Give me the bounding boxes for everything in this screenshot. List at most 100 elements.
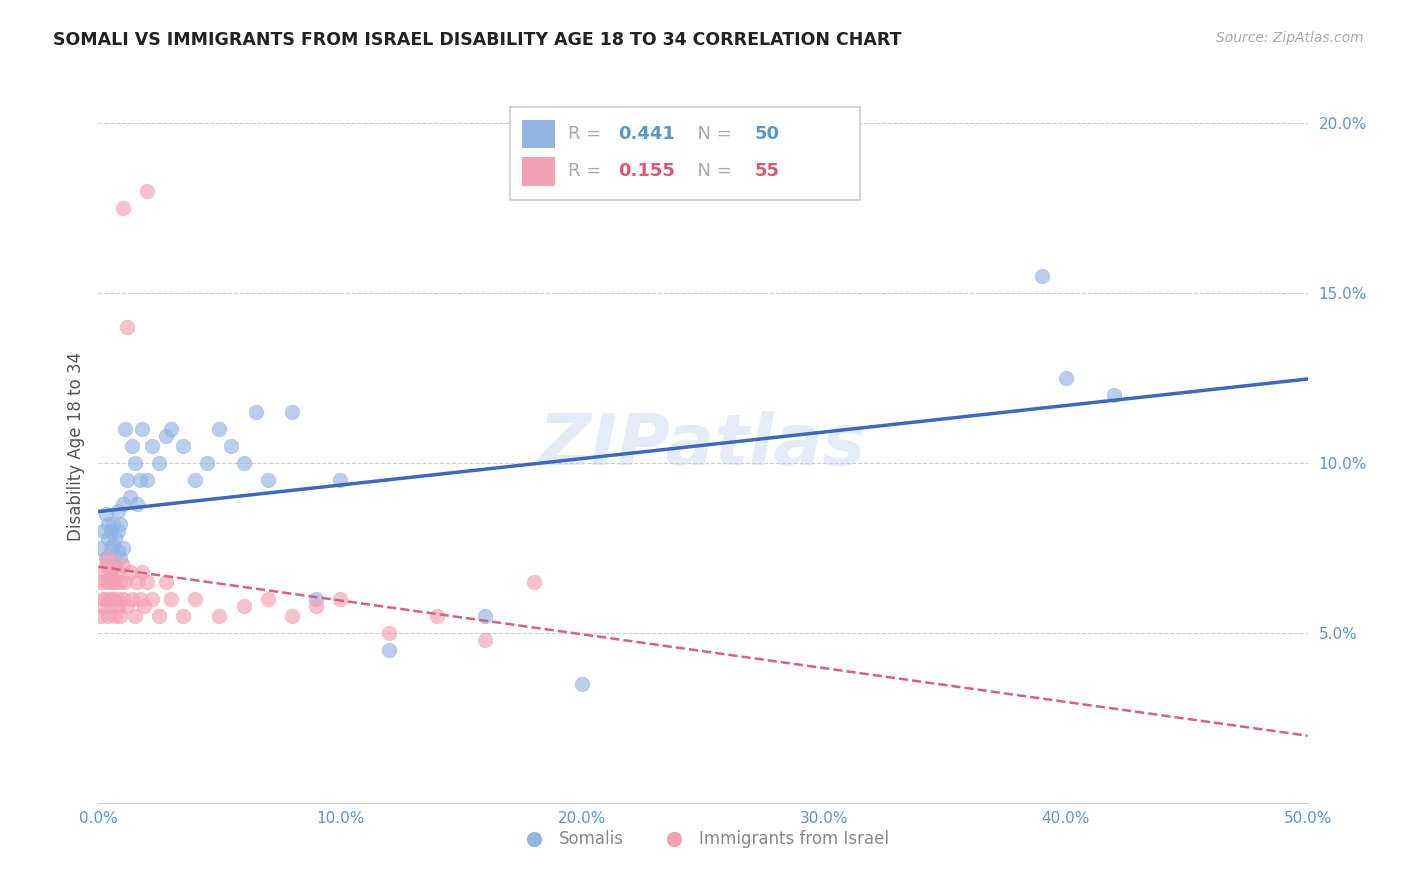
Point [256, 591, 278, 606]
Point [100, 565, 122, 579]
Point [111, 541, 134, 555]
FancyBboxPatch shape [522, 157, 555, 186]
Point [94, 574, 117, 589]
Point [108, 551, 131, 566]
Point [101, 558, 124, 572]
Point [124, 608, 146, 623]
Point [90, 574, 112, 589]
Point [118, 490, 141, 504]
Point [155, 574, 177, 589]
Point [107, 565, 129, 579]
Point [121, 439, 143, 453]
Point [127, 497, 149, 511]
Point [426, 608, 449, 623]
Point [100, 599, 122, 613]
Point [94, 551, 117, 566]
Point [100, 591, 122, 606]
Point [90, 541, 112, 555]
Point [474, 608, 496, 623]
Point [111, 201, 134, 215]
Point [101, 574, 124, 589]
Point [329, 591, 352, 606]
Text: N =: N = [686, 125, 738, 143]
Point [245, 405, 267, 419]
Point [107, 591, 129, 606]
Point [134, 599, 156, 613]
Point [111, 558, 134, 572]
Point [571, 677, 593, 691]
Point [221, 439, 243, 453]
Text: N =: N = [686, 162, 738, 180]
Point [148, 608, 170, 623]
Point [108, 574, 131, 589]
Point [1102, 388, 1125, 402]
Point [172, 439, 194, 453]
Point [135, 473, 157, 487]
Point [101, 591, 124, 606]
Point [131, 565, 153, 579]
Text: 0.441: 0.441 [619, 125, 675, 143]
Point [117, 320, 139, 334]
Text: SOMALI VS IMMIGRANTS FROM ISRAEL DISABILITY AGE 18 TO 34 CORRELATION CHART: SOMALI VS IMMIGRANTS FROM ISRAEL DISABIL… [53, 31, 901, 49]
Text: 50: 50 [755, 125, 780, 143]
Point [523, 574, 546, 589]
Point [172, 608, 194, 623]
Point [232, 599, 254, 613]
Point [128, 473, 150, 487]
Point [121, 591, 143, 606]
Point [101, 537, 124, 551]
Point [94, 558, 117, 572]
Point [111, 497, 134, 511]
Point [117, 599, 139, 613]
Point [91, 565, 114, 579]
Text: Source: ZipAtlas.com: Source: ZipAtlas.com [1216, 31, 1364, 45]
Point [104, 608, 127, 623]
Point [100, 541, 122, 555]
Text: R =: R = [568, 162, 606, 180]
Point [184, 473, 207, 487]
Point [1031, 269, 1053, 284]
Point [107, 524, 129, 538]
Point [128, 591, 150, 606]
Point [232, 456, 254, 470]
Point [91, 599, 114, 613]
Point [118, 565, 141, 579]
Point [117, 473, 139, 487]
Point [100, 524, 122, 538]
Point [108, 608, 131, 623]
Point [281, 405, 304, 419]
Point [104, 574, 127, 589]
Point [107, 503, 129, 517]
Point [114, 574, 136, 589]
Point [305, 591, 328, 606]
FancyBboxPatch shape [509, 107, 860, 200]
Point [377, 643, 399, 657]
Point [111, 591, 134, 606]
Point [97, 608, 120, 623]
Text: ZIPatlas: ZIPatlas [540, 411, 866, 481]
Text: 0.155: 0.155 [619, 162, 675, 180]
Point [195, 456, 218, 470]
Point [91, 524, 114, 538]
Point [90, 608, 112, 623]
Point [97, 574, 120, 589]
Point [91, 591, 114, 606]
Point [97, 531, 120, 545]
Point [256, 473, 278, 487]
Point [101, 517, 124, 532]
Point [329, 473, 352, 487]
Point [104, 531, 127, 545]
Point [377, 626, 399, 640]
Point [135, 574, 157, 589]
Point [107, 599, 129, 613]
Point [208, 608, 231, 623]
Point [160, 422, 183, 436]
Point [160, 591, 183, 606]
Point [100, 565, 122, 579]
Point [305, 599, 328, 613]
Point [141, 439, 163, 453]
Point [184, 591, 207, 606]
Point [131, 422, 153, 436]
Point [141, 591, 163, 606]
Point [155, 429, 177, 443]
